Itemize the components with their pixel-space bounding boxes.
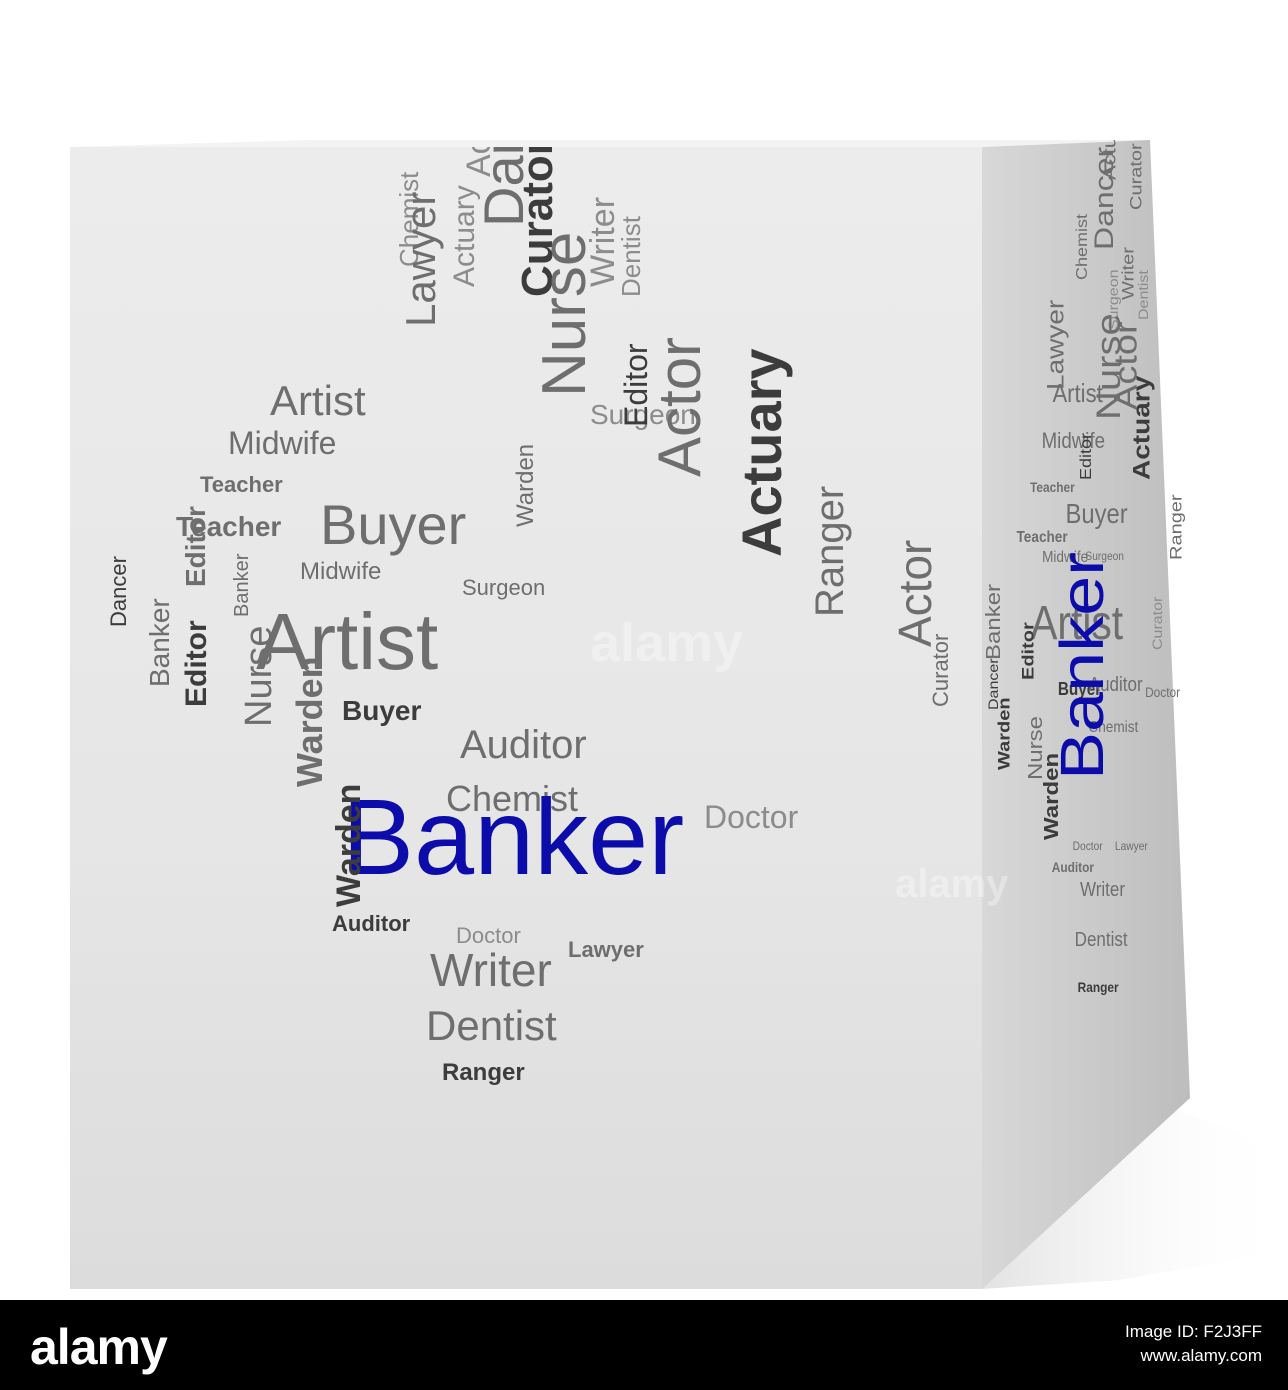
cloud-word: Editor [180, 506, 211, 587]
cloud-word: Warden [512, 443, 539, 527]
cloud-word: Editor [180, 620, 213, 707]
cloud-word: Dancer [1088, 146, 1119, 250]
cloud-word: Writer [430, 944, 552, 996]
cloud-word: Banker [982, 583, 1006, 660]
cloud-word: Midwife [300, 558, 382, 585]
cloud-word: Surgeon [462, 575, 546, 600]
cloud-word: Warden [995, 697, 1014, 770]
cloud-word: Buyer [342, 695, 422, 726]
cloud-word: Editor [1077, 432, 1095, 480]
cloud-word: Curator [1127, 143, 1146, 210]
cloud-word: Auditor [332, 911, 411, 936]
cloud-word: Chemist [446, 778, 579, 819]
cloud-word: Doctor [1072, 839, 1103, 853]
cloud-word: Midwife [1042, 549, 1089, 566]
cloud-word: Banker [1048, 551, 1117, 780]
cube-side-face [982, 140, 1190, 1289]
cloud-word: Auditor [1051, 859, 1095, 875]
cloud-word: Artist [1052, 378, 1103, 408]
cloud-word: Artist [1030, 597, 1124, 650]
cloud-word: Nurse [530, 231, 599, 397]
cloud-word: Warden [289, 656, 330, 787]
cloud-word: Dentist [1074, 929, 1128, 951]
cloud-word: Dentist [1137, 270, 1152, 320]
cloud-word: Ranger [1167, 494, 1186, 560]
cloud-word: Warden [330, 783, 368, 907]
cloud-word: Auditor [1088, 674, 1143, 696]
cloud-word: Ranger [808, 485, 852, 617]
cloud-word: Writer [1119, 247, 1138, 300]
cube-shadow [982, 1090, 1288, 1289]
cloud-word: Chemist [1088, 719, 1139, 736]
cloud-word: Buyer [1065, 498, 1128, 529]
cloud-word: Artist [270, 377, 366, 424]
cloud-word: Actuary [448, 185, 481, 287]
cloud-word: Chemist [1073, 213, 1091, 280]
cloud-word: Doctor [456, 923, 521, 948]
cloud-word: Actuary [730, 348, 793, 557]
cloud-word: Lawyer [397, 191, 444, 327]
cloud-word: Ranger [1077, 979, 1119, 995]
cube-side-word-cloud: Actuary Dancer Chemist Writer Curator Lawyer S… [982, 140, 1202, 1290]
cube-front-face: Actuary Dancer Chemist Actuary Writer Curator… [70, 147, 982, 1289]
cloud-word: Auditor [460, 723, 587, 767]
cloud-word: Actuary [1128, 375, 1155, 480]
cloud-word: Banker [144, 598, 175, 687]
cube-top-and-side [70, 140, 1288, 1289]
cloud-word: Buyer [320, 493, 467, 556]
cloud-word: Writer [1079, 879, 1125, 901]
cloud-word: Teacher [176, 511, 282, 542]
cloud-word: Nurse [238, 625, 280, 727]
cloud-word: Teacher [1016, 529, 1068, 546]
cube-top-face [70, 140, 1150, 147]
cloud-word: Lawyer [568, 937, 644, 962]
cloud-word: Lawyer [1042, 299, 1069, 390]
cloud-word: Banker [231, 553, 253, 617]
site-url: www.alamy.com [1140, 1346, 1262, 1365]
cloud-word: Buyer [1057, 679, 1102, 699]
cloud-word: Surgeon [590, 399, 696, 430]
cloud-word: Doctor [1145, 684, 1181, 700]
cloud-word: Curator [928, 633, 953, 707]
cloud-word: Surgeon [1085, 549, 1124, 563]
cloud-word: Midwife [1041, 428, 1105, 453]
cloud-word: Ranger [442, 1059, 525, 1086]
stock-footer-bar: alamy Image ID: F2J3FF www.alamy.com [0, 1300, 1288, 1390]
cloud-word: Dentist [426, 1002, 557, 1049]
cloud-word: Lawyer [1114, 839, 1148, 853]
cloud-word: Midwife [228, 425, 337, 461]
image-id: Image ID: F2J3FF [1125, 1322, 1262, 1341]
cloud-word: Teacher [1029, 479, 1075, 495]
cloud-word: Doctor [704, 799, 799, 835]
cloud-word: Dancer [106, 556, 131, 627]
cloud-word: Actor [889, 539, 941, 647]
cloud-word: Dentist [616, 216, 646, 297]
cloud-word: Actor [646, 336, 713, 477]
image-meta: Image ID: F2J3FF www.alamy.com [1125, 1320, 1262, 1368]
cloud-word: Banker [342, 776, 685, 897]
cloud-word: Editor [1019, 622, 1038, 680]
watermark: alamy [590, 613, 744, 673]
cloud-word: Teacher [200, 472, 283, 497]
watermark: alamy [895, 862, 1009, 906]
cloud-word: Artist [256, 597, 439, 686]
cloud-word: Curator [1151, 596, 1166, 650]
alamy-logo: alamy [30, 1319, 168, 1375]
